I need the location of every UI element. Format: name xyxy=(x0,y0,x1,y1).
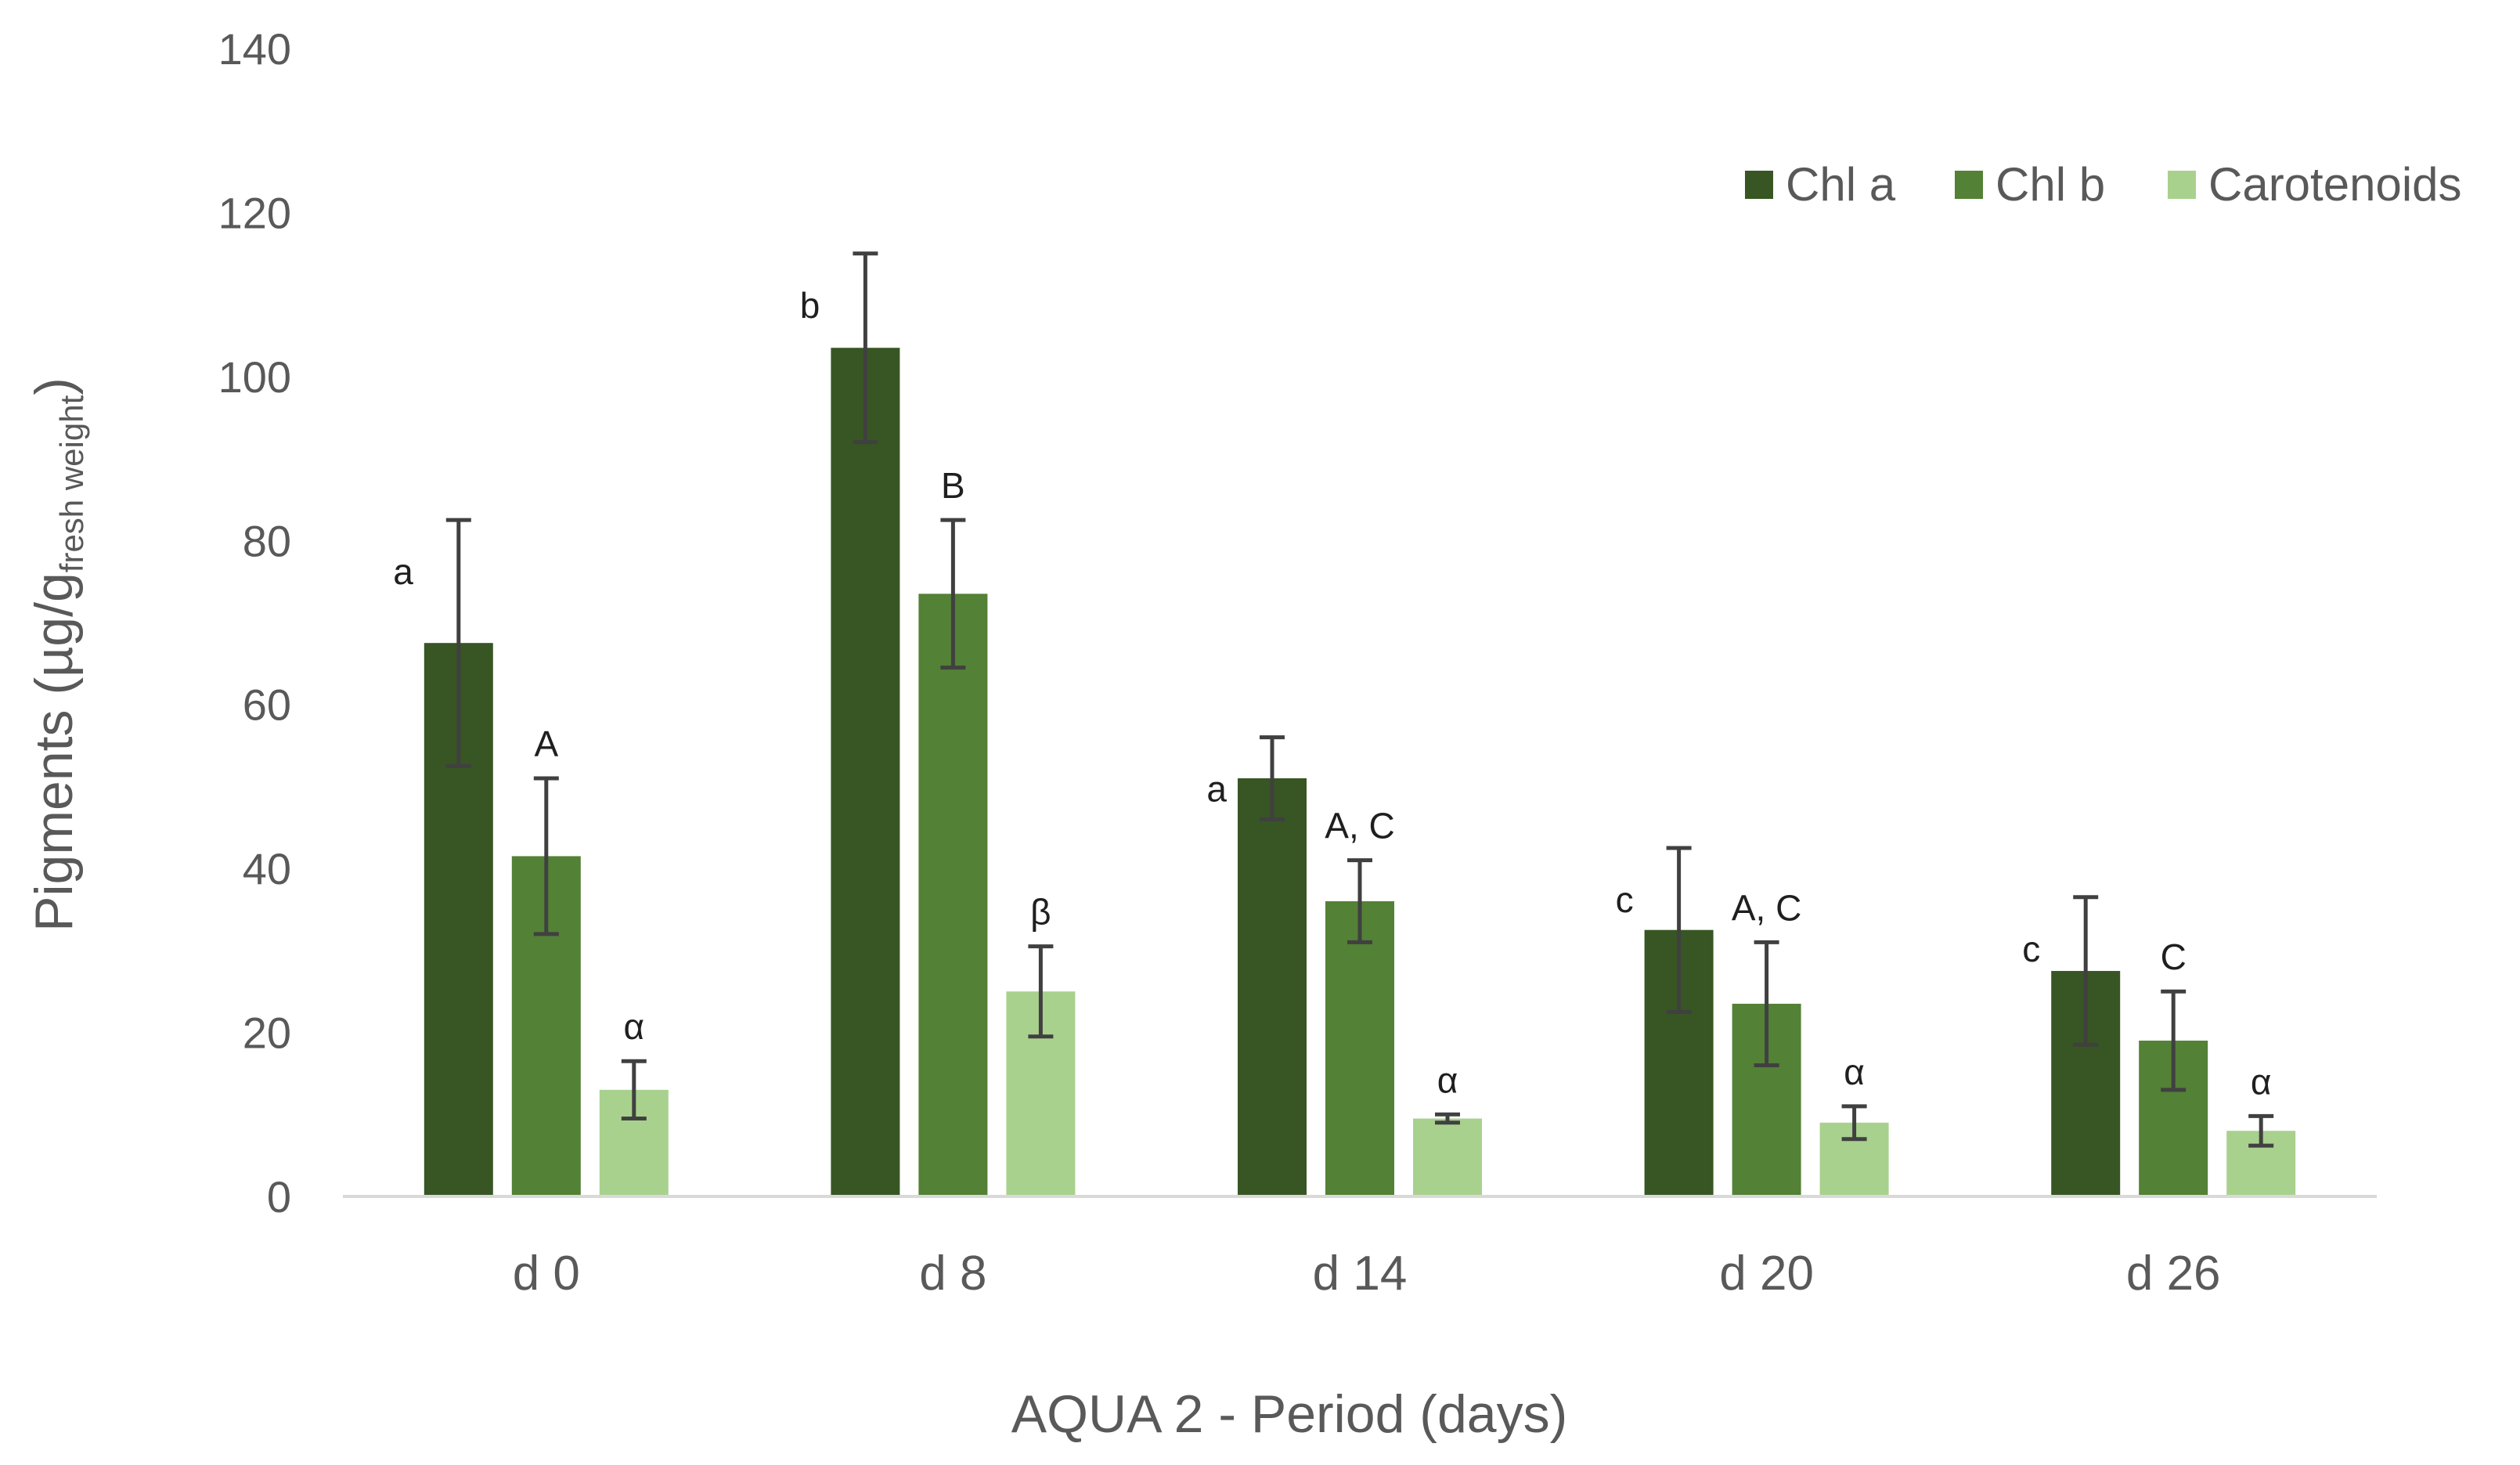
significance-label: c xyxy=(1616,879,1634,920)
error-bar xyxy=(2073,895,2099,1047)
y-axis-title: Pigments (µg/gfresh weight) xyxy=(24,377,90,932)
y-tick-label: 80 xyxy=(243,516,291,565)
error-bar xyxy=(1260,735,1285,821)
y-tick-label: 140 xyxy=(218,24,291,74)
y-tick-label: 60 xyxy=(243,680,291,730)
bar xyxy=(1413,1118,1482,1196)
y-tick-label: 20 xyxy=(243,1009,291,1058)
legend: Chl a Chl b Carotenoids xyxy=(1745,158,2462,211)
significance-label: α xyxy=(2251,1061,2272,1102)
bar xyxy=(1238,778,1307,1196)
significance-label: a xyxy=(393,551,413,592)
error-bar xyxy=(940,518,966,670)
error-bar xyxy=(1347,858,1372,944)
bar xyxy=(1325,901,1394,1196)
error-bar xyxy=(621,1059,647,1121)
error-bars xyxy=(445,251,2274,1148)
error-bar xyxy=(853,251,878,445)
error-bar xyxy=(1841,1104,1867,1142)
significance-label: b xyxy=(800,285,820,326)
significance-label: α xyxy=(1844,1052,1865,1092)
error-bar xyxy=(533,776,559,936)
y-tick-label: 40 xyxy=(243,844,291,893)
y-tick-label: 120 xyxy=(218,188,291,237)
significance-label: a xyxy=(1206,769,1227,810)
significance-label: A, C xyxy=(1732,887,1801,928)
legend-swatch xyxy=(1745,171,1773,199)
legend-swatch xyxy=(2168,171,2196,199)
significance-label: α xyxy=(624,1006,645,1047)
significance-labels: a Aα b Bβ a A, C α c A, C α c Cα xyxy=(393,285,2271,1102)
significance-label: A, C xyxy=(1325,806,1394,846)
significance-label: C xyxy=(2161,936,2187,977)
bars xyxy=(424,348,2296,1196)
x-category-label: d 20 xyxy=(1719,1247,1814,1301)
x-axis-categories: d 0 d 8 d 14 d 20 d 26 xyxy=(513,1247,2221,1301)
y-axis-title-sub: fresh weight xyxy=(53,395,90,572)
x-category-label: d 0 xyxy=(513,1247,580,1301)
legend-item: Chl a xyxy=(1745,158,1896,211)
error-bar xyxy=(445,518,471,768)
legend-label: Carotenoids xyxy=(2208,158,2462,211)
significance-label: c xyxy=(2022,929,2040,969)
significance-label: α xyxy=(1437,1059,1458,1100)
error-bar xyxy=(1666,846,1692,1014)
error-bar xyxy=(1028,944,1054,1039)
x-category-label: d 8 xyxy=(919,1247,986,1301)
error-bar xyxy=(2161,989,2187,1092)
y-tick-label: 100 xyxy=(218,352,291,402)
error-bar xyxy=(1435,1112,1460,1125)
significance-label: B xyxy=(941,465,965,506)
error-bar xyxy=(2248,1113,2274,1148)
y-axis-title-main: Pigments (µg/g xyxy=(24,572,84,932)
error-bar xyxy=(1754,940,1779,1067)
significance-label: A xyxy=(534,723,558,764)
legend-item: Chl b xyxy=(1955,158,2105,211)
significance-label: β xyxy=(1030,892,1051,933)
legend-label: Chl a xyxy=(1786,158,1896,211)
y-axis-ticks: 0 20 40 60 80 100 120 140 xyxy=(218,24,291,1221)
y-tick-label: 0 xyxy=(267,1172,291,1221)
x-category-label: d 14 xyxy=(1313,1247,1408,1301)
bar xyxy=(831,348,900,1196)
legend-swatch xyxy=(1955,171,1983,199)
bar xyxy=(918,594,988,1196)
x-category-label: d 26 xyxy=(2126,1247,2221,1301)
y-axis-title-close: ) xyxy=(24,377,84,395)
legend-item: Carotenoids xyxy=(2168,158,2462,211)
legend-label: Chl b xyxy=(1995,158,2105,211)
x-axis-title: AQUA 2 - Period (days) xyxy=(1011,1384,1567,1444)
